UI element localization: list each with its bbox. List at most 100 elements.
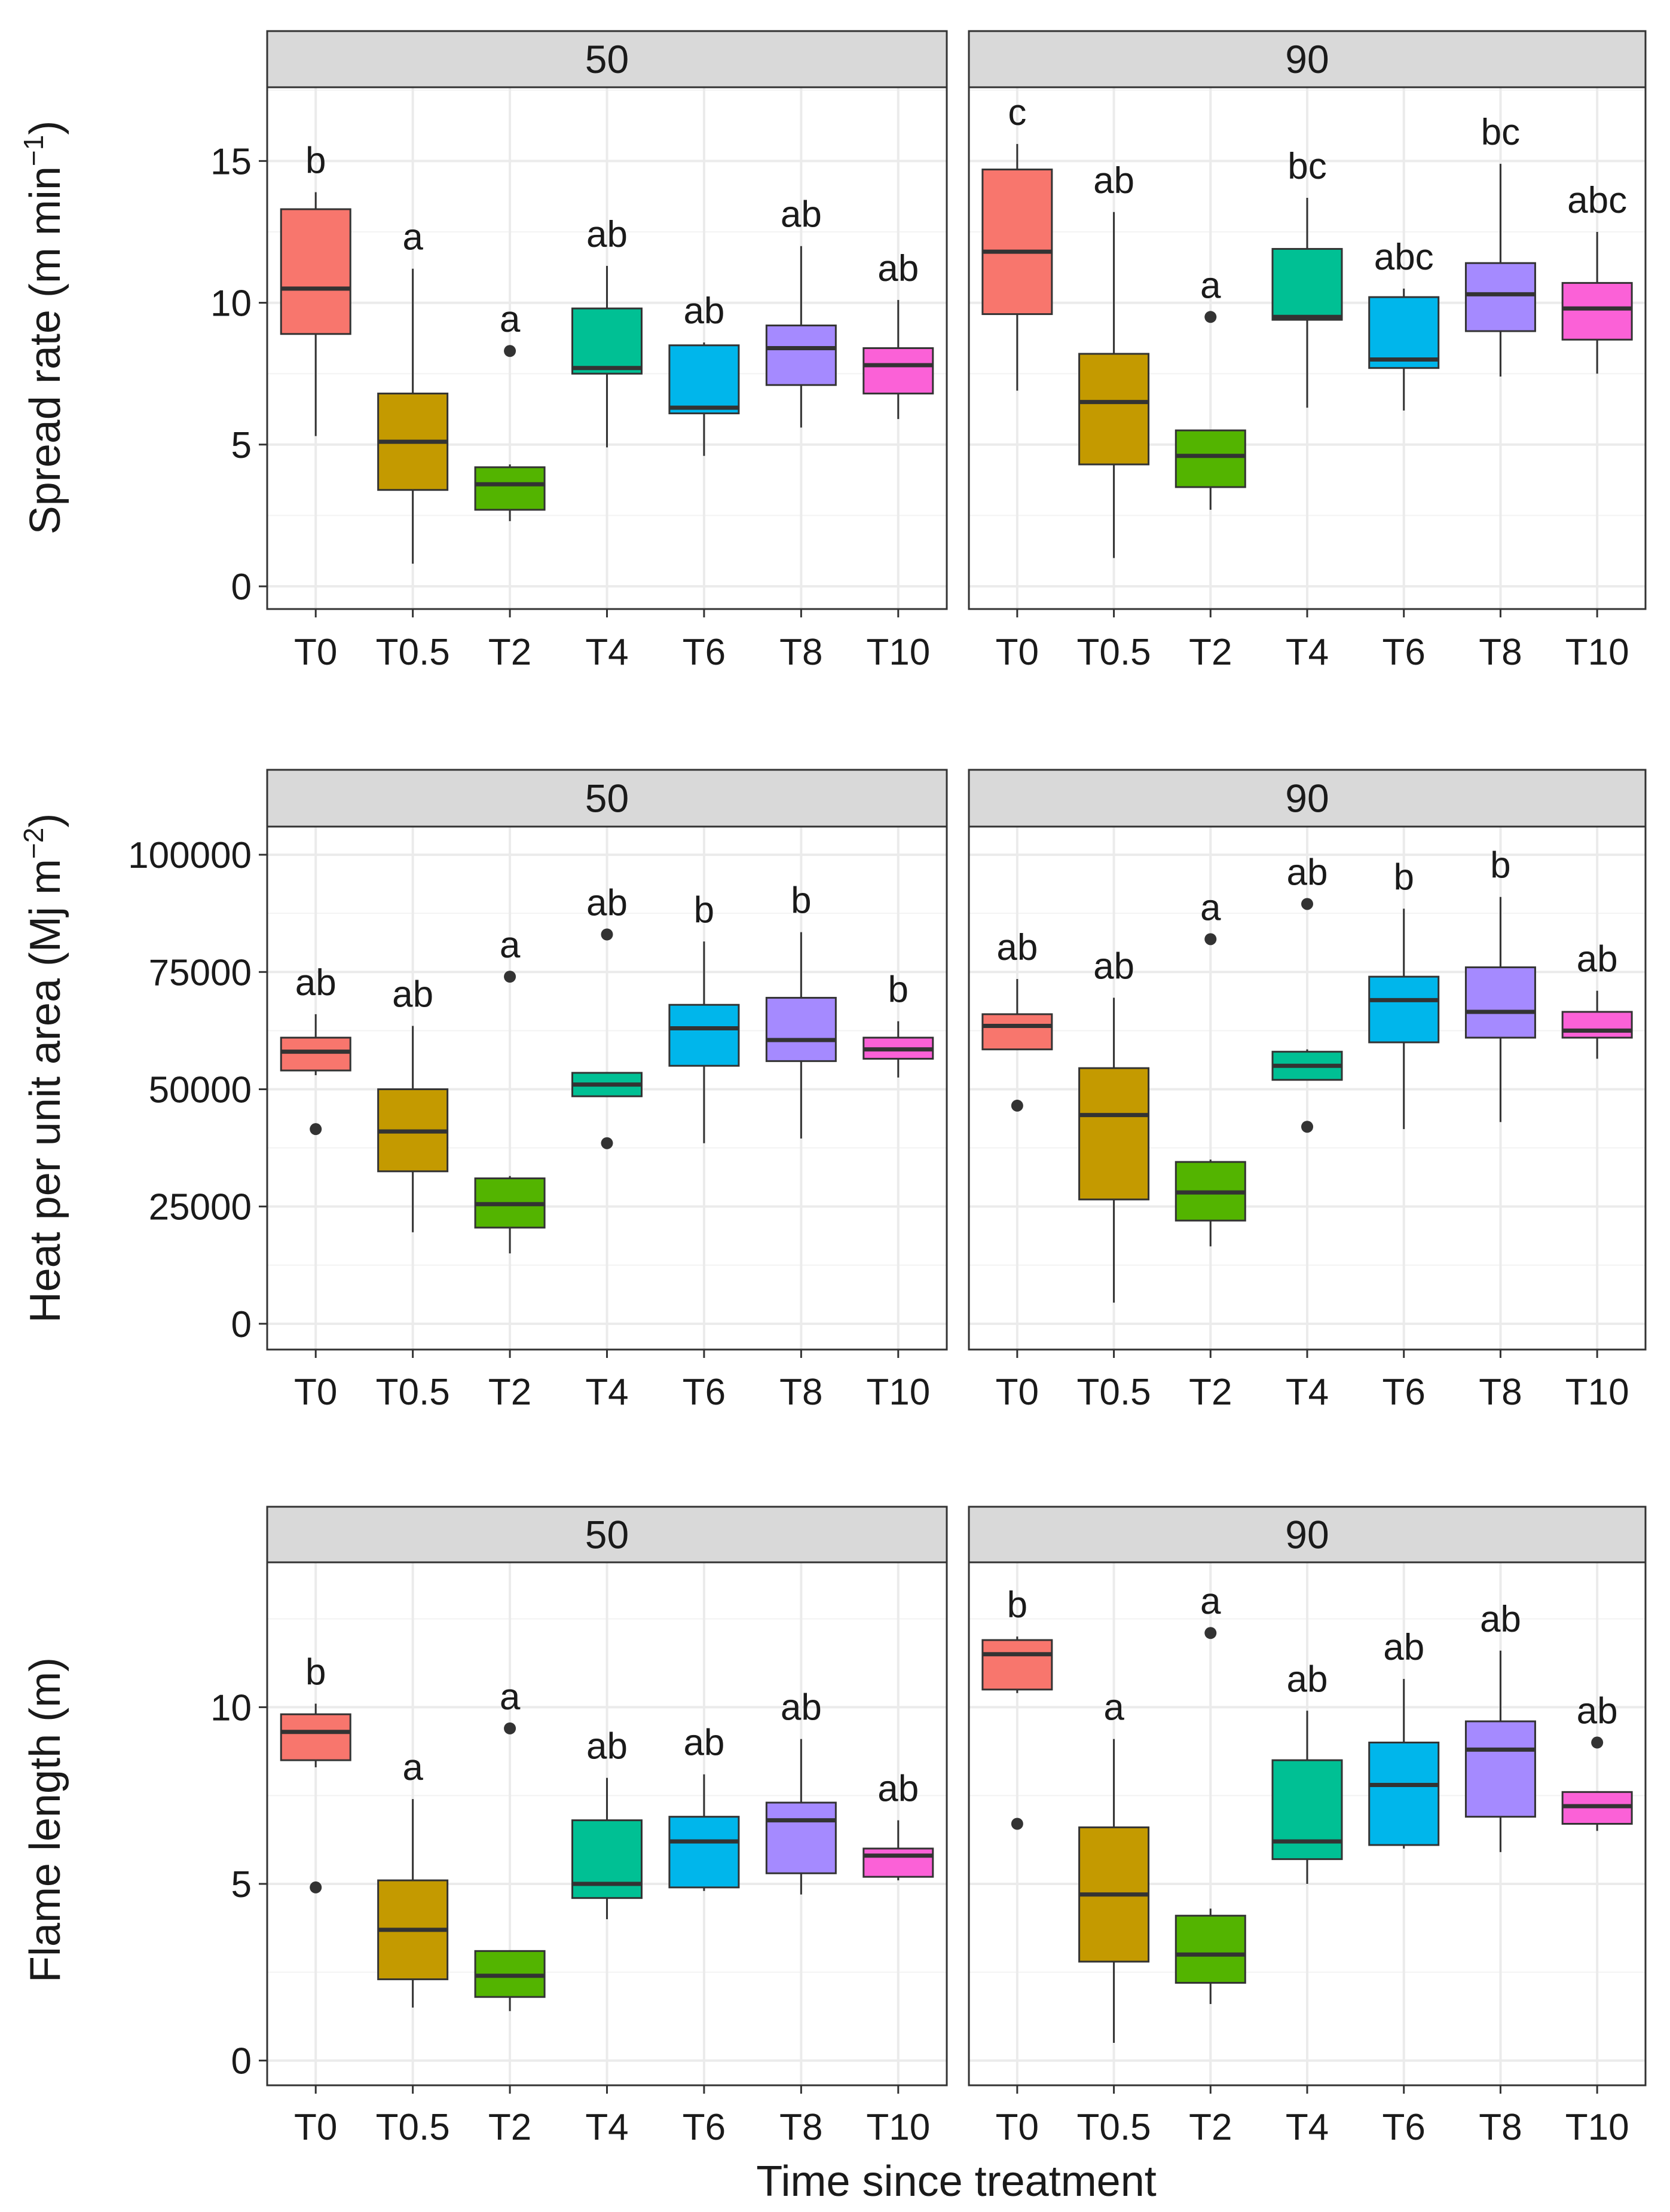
facet-strip-label: 90 xyxy=(1285,1513,1329,1557)
x-tick-label: T2 xyxy=(1189,2107,1232,2148)
x-tick-label: T0.5 xyxy=(1077,2107,1151,2148)
box-T2: a xyxy=(474,925,546,1254)
box-T0.5: ab xyxy=(377,974,449,1232)
x-tick-label: T8 xyxy=(779,632,822,673)
box-body xyxy=(1464,966,1536,1039)
x-tick-label: T0 xyxy=(996,1372,1039,1413)
y-axis-title-tail: ) xyxy=(22,813,69,828)
box-body xyxy=(1368,975,1440,1044)
box-body xyxy=(474,466,546,511)
significance-label: b xyxy=(888,969,909,1011)
x-tick-label: T0.5 xyxy=(376,1372,450,1413)
box-T10: ab xyxy=(862,1769,934,1881)
significance-label: a xyxy=(402,1747,423,1788)
outlier-point xyxy=(504,345,516,357)
x-tick-label: T2 xyxy=(1189,632,1232,673)
box-body xyxy=(280,1036,351,1072)
x-tick-label: T10 xyxy=(1565,1372,1629,1413)
outlier-point xyxy=(1301,1121,1313,1133)
significance-label: c xyxy=(1008,92,1026,133)
x-tick-label: T6 xyxy=(1383,2107,1426,2148)
box-T6: ab xyxy=(668,290,740,456)
box-T6: b xyxy=(668,889,740,1143)
facet-strip xyxy=(968,1506,1647,1564)
significance-label: b xyxy=(1393,856,1414,898)
x-tick-label: T2 xyxy=(1189,1372,1232,1413)
outlier-point xyxy=(1011,1818,1023,1830)
x-tick-label: T4 xyxy=(1286,2107,1329,2148)
significance-label: bc xyxy=(1287,146,1326,187)
box-body xyxy=(1368,1742,1440,1846)
x-tick-label: T4 xyxy=(1286,1372,1329,1413)
outlier-point xyxy=(601,1137,613,1149)
box-body xyxy=(765,996,837,1062)
facet-strip xyxy=(968,30,1647,88)
panel-row1-facet-50: 50 b a a ab ab ab ab T0 T0.5 T2 T4 T6 T8 T10 0 5 10 15 xyxy=(210,30,948,673)
x-tick-label: T8 xyxy=(1479,632,1522,673)
significance-label: a xyxy=(500,299,521,340)
y-tick-label: 75000 xyxy=(149,952,252,993)
significance-label: ab xyxy=(996,927,1038,968)
box-T8: bc xyxy=(1464,112,1536,377)
x-tick-label: T2 xyxy=(488,632,531,673)
y-tick-label: 0 xyxy=(231,1304,252,1345)
x-tick-label: T10 xyxy=(1565,632,1629,673)
y-axis-title-tail: ) xyxy=(22,121,69,135)
box-T2: a xyxy=(1174,1581,1246,2005)
box-T0.5: a xyxy=(1078,1687,1150,2043)
significance-label: ab xyxy=(1287,852,1328,893)
significance-label: ab xyxy=(1577,939,1618,980)
outlier-point xyxy=(310,1881,322,1893)
box-T8: ab xyxy=(765,1687,837,1895)
outlier-point xyxy=(504,1722,516,1734)
significance-label: ab xyxy=(1093,946,1134,987)
x-tick-label: T10 xyxy=(1565,2107,1629,2148)
box-body xyxy=(668,344,740,415)
y-axis-title: Spread rate (m min−1) xyxy=(18,121,69,535)
box-body xyxy=(280,208,351,335)
y-axis-title: Heat per unit area (Mj m−2) xyxy=(18,813,69,1323)
y-axis-title-main: Flame length (m) xyxy=(22,1657,69,1982)
significance-label: ab xyxy=(586,214,628,255)
box-body xyxy=(1368,296,1440,369)
box-T2: a xyxy=(474,1676,546,2011)
outlier-point xyxy=(1301,898,1313,910)
box-T0: ab xyxy=(280,962,351,1136)
box-T0: b xyxy=(280,140,351,436)
outlier-point xyxy=(601,928,613,941)
outlier-point xyxy=(504,971,516,983)
y-axis-title-superscript: −1 xyxy=(18,135,49,166)
box-T0: b xyxy=(981,1584,1053,1830)
significance-label: a xyxy=(500,925,521,966)
significance-label: abc xyxy=(1567,180,1627,221)
significance-label: b xyxy=(1490,845,1510,886)
significance-label: b xyxy=(305,1651,326,1693)
x-tick-label: T2 xyxy=(488,2107,531,2148)
x-tick-label: T4 xyxy=(585,632,628,673)
significance-label: a xyxy=(1200,1581,1221,1622)
facet-strip-label: 90 xyxy=(1285,776,1329,821)
box-body xyxy=(765,1801,837,1874)
significance-label: ab xyxy=(683,1723,724,1764)
box-body xyxy=(1174,429,1246,488)
box-T10: ab xyxy=(1561,939,1633,1059)
significance-label: ab xyxy=(1287,1659,1328,1700)
y-axis-title: Flame length (m) xyxy=(22,1657,69,1982)
significance-label: a xyxy=(1200,887,1221,928)
box-T4: ab xyxy=(571,214,643,448)
x-tick-label: T0 xyxy=(294,632,337,673)
significance-label: ab xyxy=(392,974,433,1015)
facet-strip-label: 90 xyxy=(1285,37,1329,81)
box-body xyxy=(862,1847,934,1878)
box-T4: bc xyxy=(1271,146,1343,408)
box-T8: ab xyxy=(1464,1599,1536,1852)
facet-strip xyxy=(266,1506,948,1564)
y-tick-label: 50000 xyxy=(149,1069,252,1110)
box-body xyxy=(1464,1720,1536,1818)
box-T8: b xyxy=(1464,845,1536,1122)
x-tick-label: T2 xyxy=(488,1372,531,1413)
facet-strip xyxy=(266,769,948,828)
x-tick-label: T10 xyxy=(866,632,930,673)
